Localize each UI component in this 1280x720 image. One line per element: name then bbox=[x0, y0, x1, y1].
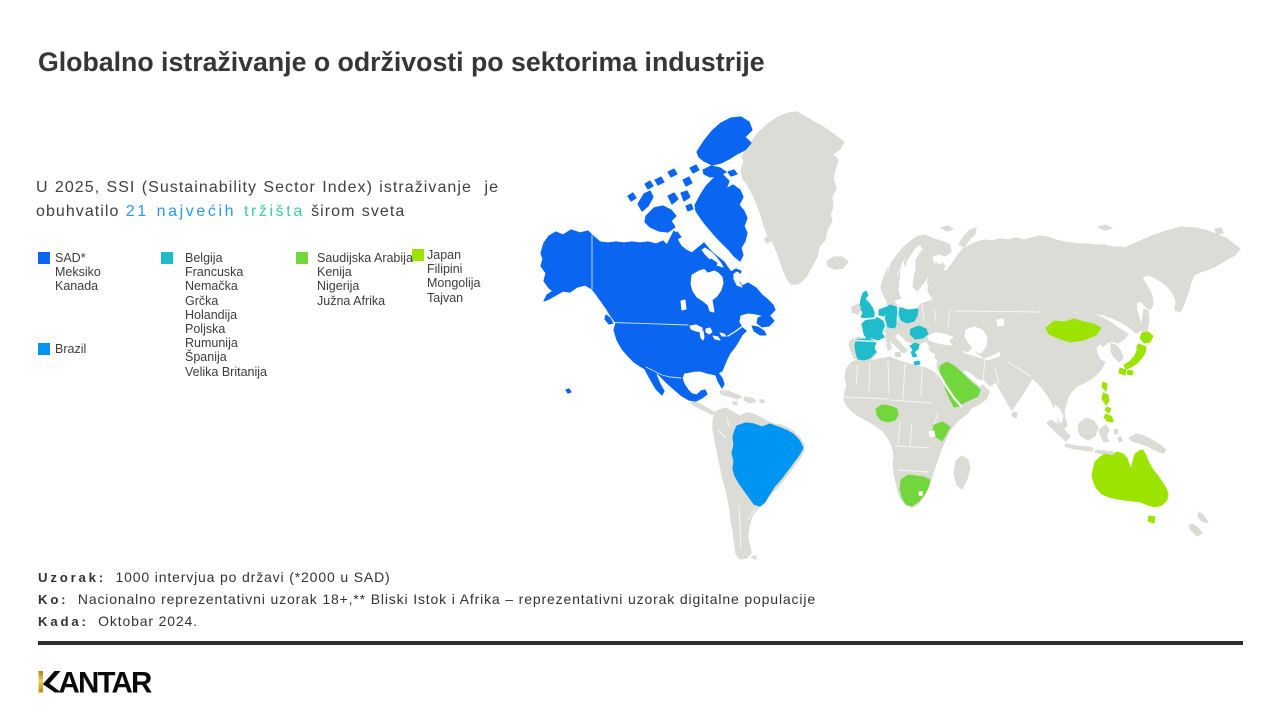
svg-text:ANTAR: ANTAR bbox=[59, 668, 153, 696]
